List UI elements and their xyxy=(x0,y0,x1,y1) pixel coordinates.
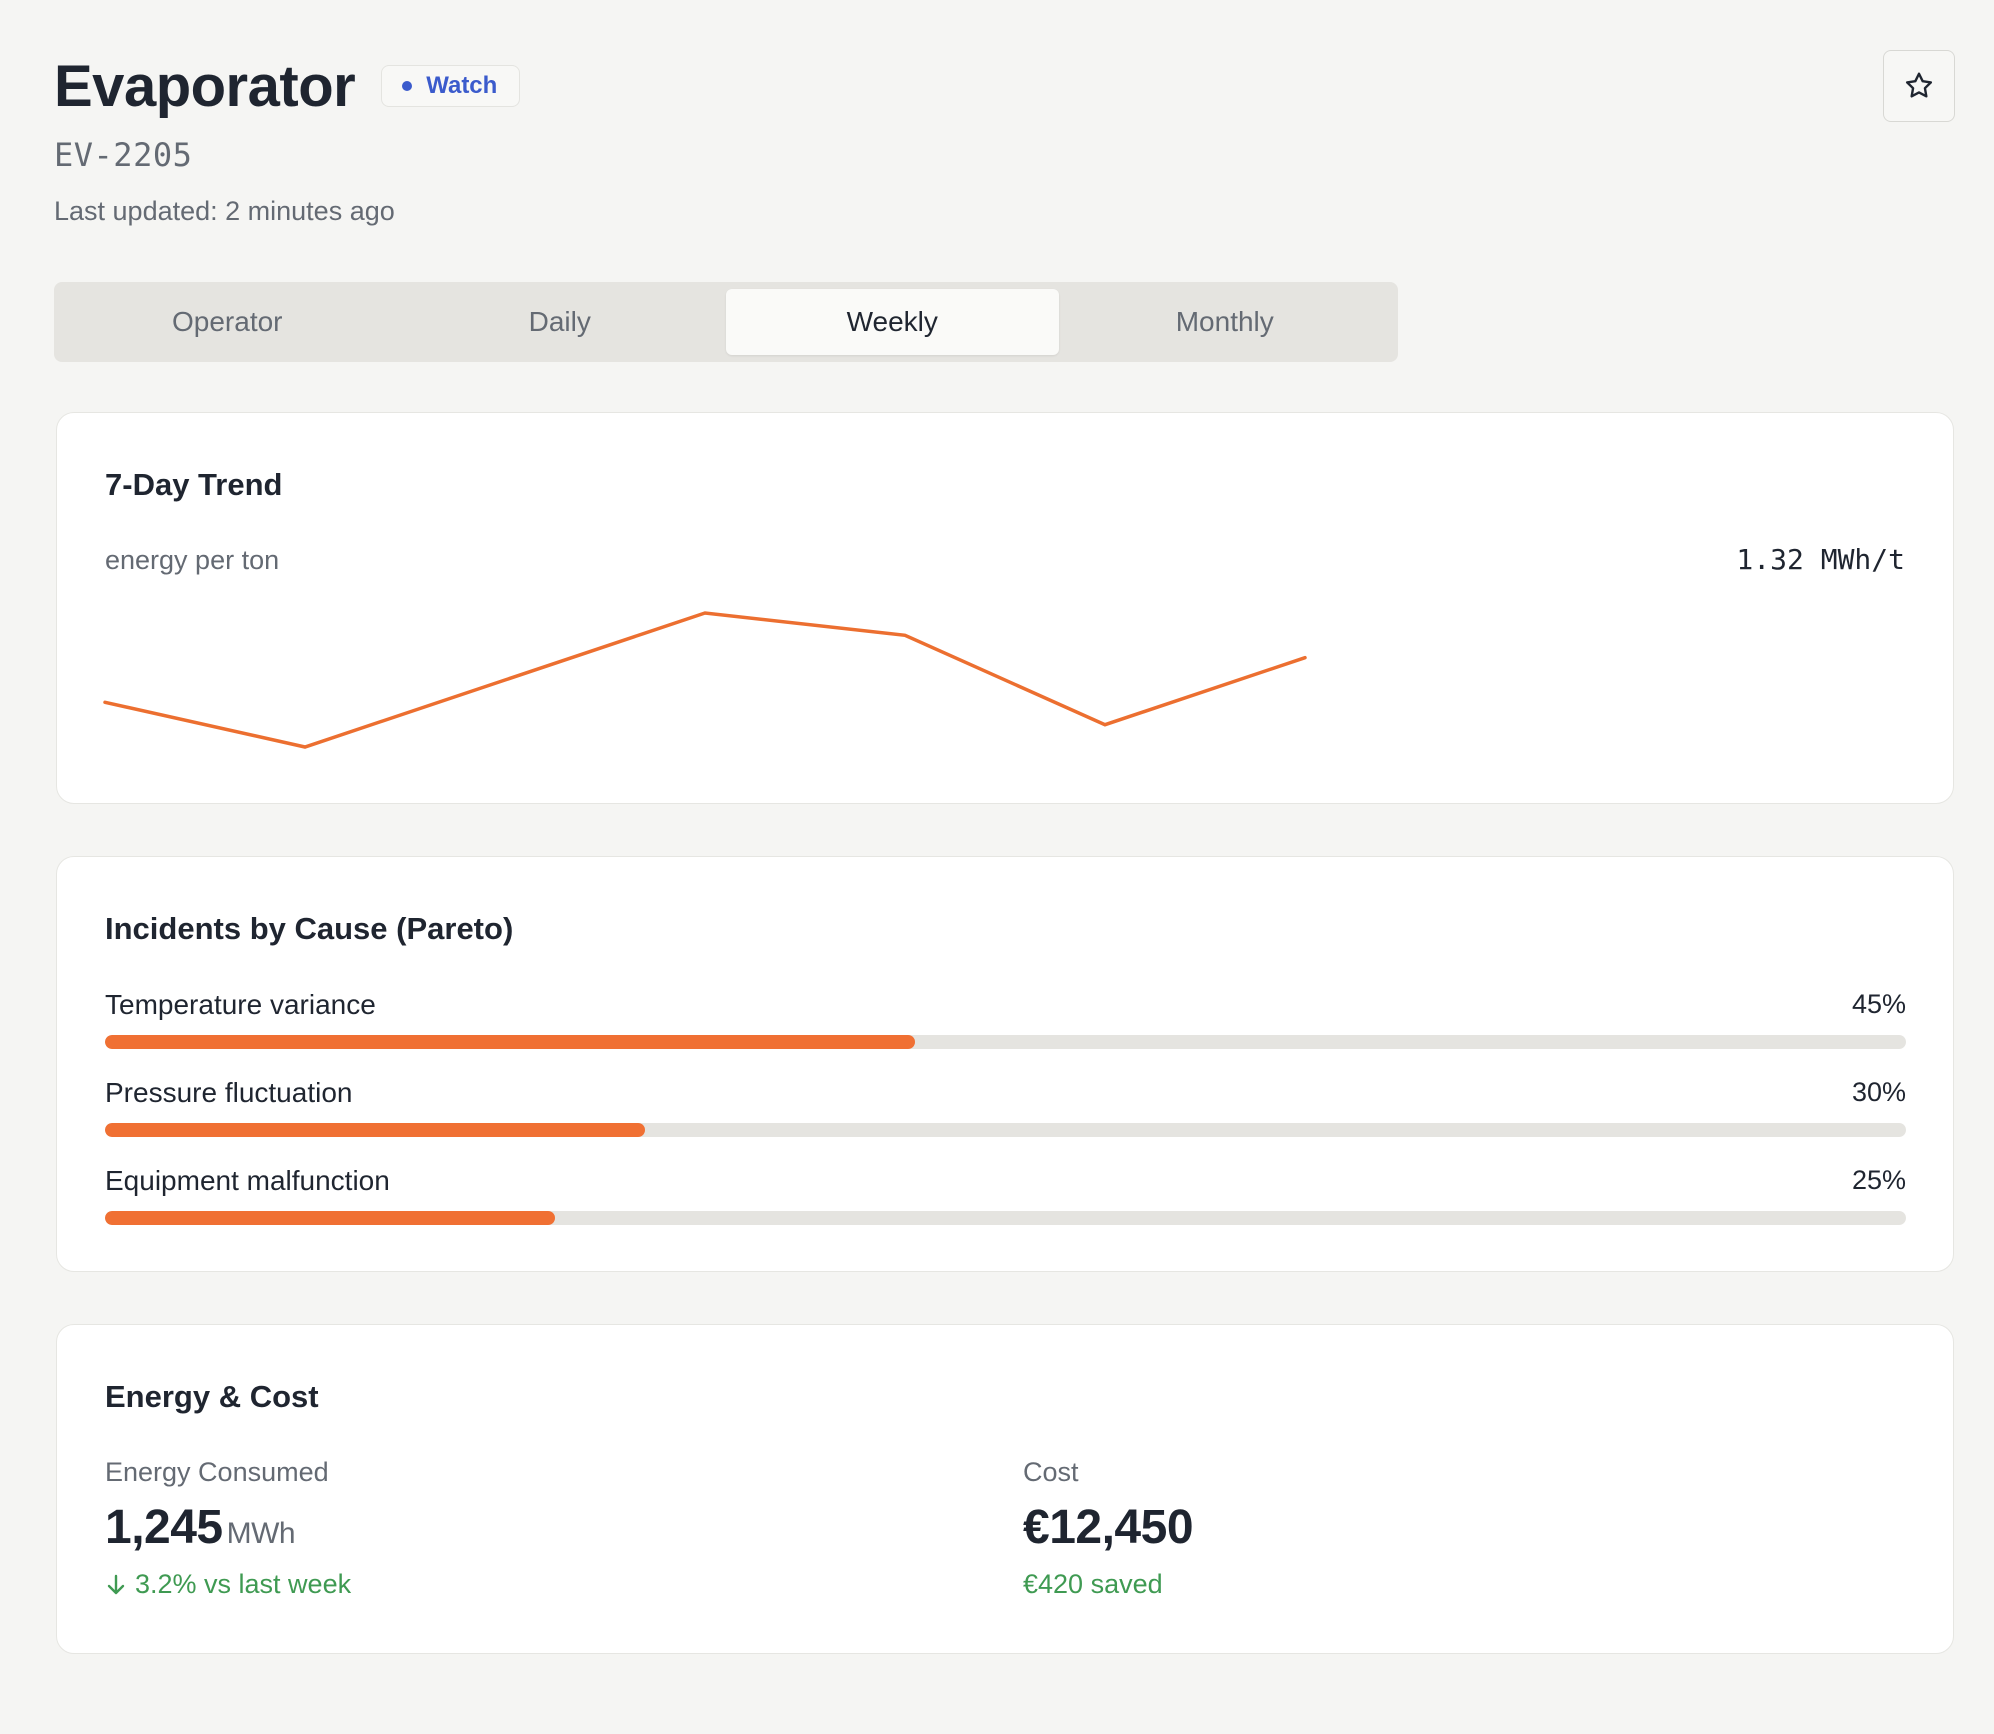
cost-label: Cost xyxy=(1023,1457,1079,1487)
trend-chart xyxy=(103,611,1307,749)
pareto-row: Pressure fluctuation 30% xyxy=(105,1077,1906,1137)
tab-daily[interactable]: Daily xyxy=(528,306,591,337)
header: Evaporator Watch EV-2205 Last updated: 2… xyxy=(54,52,1954,242)
pareto-bar-track xyxy=(105,1035,1906,1049)
cost-metric: Cost €12,450 €420 saved xyxy=(1023,1457,1194,1600)
pareto-row-percent: 25% xyxy=(1851,1165,1906,1195)
pareto-bar-track xyxy=(105,1211,1906,1225)
energy-card: Energy & Cost Energy Consumed 1,245 MWh 3… xyxy=(56,1324,1954,1654)
pareto-row-label: Pressure fluctuation xyxy=(105,1077,353,1108)
equipment-code: EV-2205 xyxy=(54,136,193,174)
pareto-row-percent: 45% xyxy=(1851,989,1906,1019)
title-row: Evaporator Watch xyxy=(54,52,1954,120)
pareto-row-percent: 30% xyxy=(1851,1077,1906,1107)
tab-monthly[interactable]: Monthly xyxy=(1175,306,1274,337)
trend-card: 7-Day Trend energy per ton 1.32 MWh/t xyxy=(56,412,1954,804)
energy-consumed-value: 1,245 MWh xyxy=(105,1500,351,1555)
status-dot-icon xyxy=(402,81,413,91)
energy-consumed-number: 1,245 xyxy=(105,1501,223,1554)
pareto-bar-fill xyxy=(105,1123,646,1137)
energy-consumed-delta: 3.2% vs last week xyxy=(105,1569,351,1600)
energy-consumed-unit: MWh xyxy=(226,1517,296,1550)
favorite-button[interactable] xyxy=(1883,50,1955,122)
trend-subtitle: energy per ton xyxy=(105,545,280,575)
tab-weekly[interactable]: Weekly xyxy=(726,289,1059,355)
pareto-bar-track xyxy=(105,1123,1906,1137)
energy-consumed-metric: Energy Consumed 1,245 MWh 3.2% vs last we… xyxy=(105,1457,351,1600)
pareto-row: Equipment malfunction 25% xyxy=(105,1165,1906,1225)
trend-title: 7-Day Trend xyxy=(105,467,283,502)
pareto-row-label: Equipment malfunction xyxy=(105,1165,390,1196)
status-badge-label: Watch xyxy=(426,72,498,99)
tab-operator[interactable]: Operator xyxy=(172,306,283,337)
energy-consumed-label: Energy Consumed xyxy=(105,1457,329,1487)
energy-consumed-delta-text: 3.2% vs last week xyxy=(135,1569,352,1599)
cost-delta: €420 saved xyxy=(1023,1569,1163,1599)
status-badge: Watch xyxy=(381,65,521,107)
pareto-row-label: Temperature variance xyxy=(105,989,376,1020)
period-tabs: Operator Daily Weekly Monthly xyxy=(54,282,1398,362)
trend-series-line xyxy=(103,611,1307,749)
page-title: Evaporator xyxy=(54,53,356,119)
arrow-down-icon xyxy=(107,1574,125,1594)
pareto-bar-fill xyxy=(105,1035,916,1049)
energy-title: Energy & Cost xyxy=(105,1379,319,1414)
pareto-row: Temperature variance 45% xyxy=(105,989,1906,1049)
cost-value: €12,450 xyxy=(1023,1501,1194,1554)
pareto-bar-fill xyxy=(105,1211,556,1225)
trend-current-value: 1.32 MWh/t xyxy=(1736,543,1905,576)
star-icon xyxy=(1905,72,1933,98)
pareto-title: Incidents by Cause (Pareto) xyxy=(105,911,514,946)
pareto-card: Incidents by Cause (Pareto) Temperature … xyxy=(56,856,1954,1272)
last-updated: Last updated: 2 minutes ago xyxy=(54,196,395,226)
